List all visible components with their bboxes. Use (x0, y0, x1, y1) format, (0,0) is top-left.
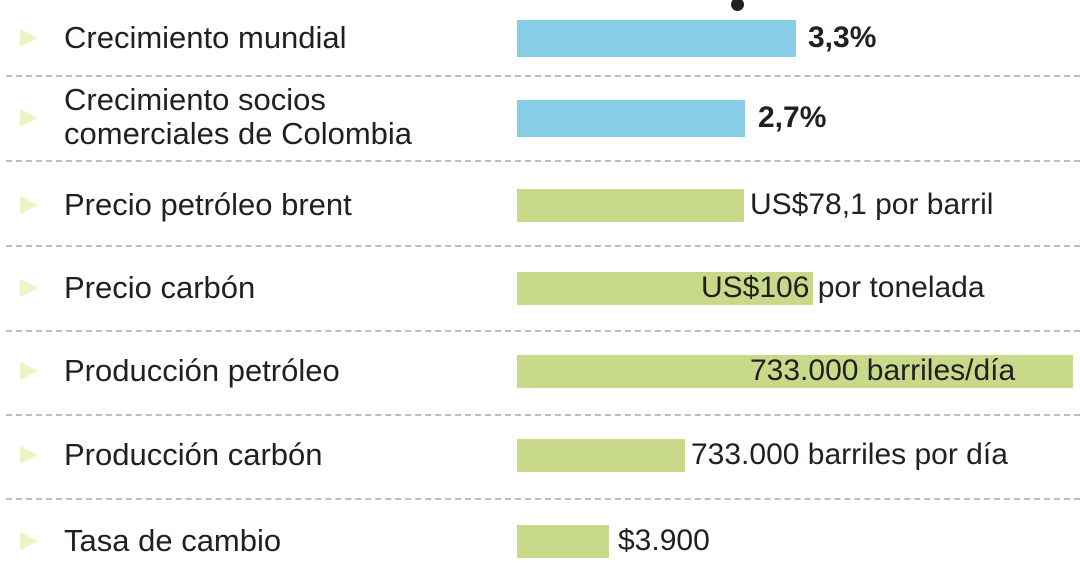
row-divider (6, 330, 1080, 332)
bar (517, 524, 609, 558)
row-divider (6, 75, 1080, 77)
bar (517, 19, 796, 57)
triangle-right-icon (20, 196, 38, 214)
bar (517, 354, 1073, 388)
row-divider (6, 160, 1080, 162)
row-divider (6, 414, 1080, 416)
triangle-right-icon (20, 29, 38, 47)
triangle-right-icon (20, 279, 38, 297)
value-label: 2,7% (758, 101, 827, 134)
triangle-right-icon (20, 532, 38, 550)
triangle-right-icon (20, 446, 38, 464)
value-label: $3.900 (618, 524, 710, 557)
value-label: 733.000 barriles/día (750, 354, 1016, 387)
bar (517, 271, 813, 305)
category-label: Producción petróleo (64, 353, 340, 388)
row-divider (6, 498, 1080, 500)
triangle-right-icon (20, 362, 38, 380)
category-label: Tasa de cambio (64, 523, 282, 558)
value-label: 3,3% (808, 21, 877, 54)
bar (517, 438, 685, 472)
triangle-right-icon (20, 109, 38, 127)
value-label: 733.000 barriles por día (691, 438, 1008, 471)
value-label: US$78,1 por barril (750, 188, 994, 221)
bar (517, 99, 745, 137)
category-label: Producción carbón (64, 437, 323, 472)
value-label: US$106 por tonelada (701, 271, 985, 304)
row-divider (6, 245, 1080, 247)
bar (517, 188, 744, 222)
category-label: Precio carbón (64, 270, 256, 305)
category-label: Precio petróleo brent (64, 187, 352, 222)
category-label: Crecimiento mundial (64, 20, 347, 55)
category-label: Crecimiento socios comerciales de Colomb… (64, 82, 413, 151)
dot-icon (731, 0, 744, 11)
